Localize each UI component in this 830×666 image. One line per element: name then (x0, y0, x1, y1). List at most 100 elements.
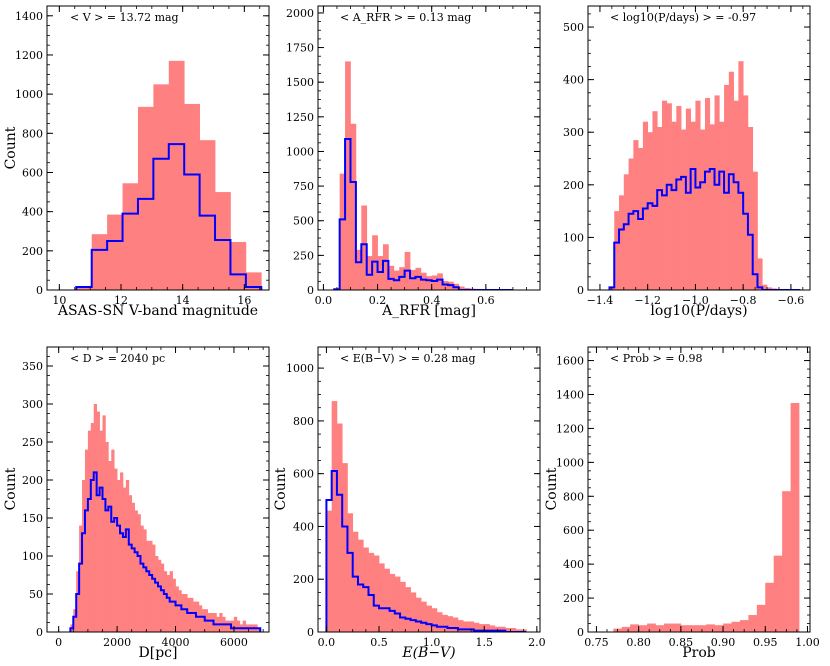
bar-arfr-all-8 (377, 256, 384, 290)
bar-dist-all-33 (166, 575, 171, 632)
bar-prob-all-3 (638, 625, 648, 632)
step-line-vmag-subset (75, 143, 263, 290)
bar-arfr-all-9 (382, 244, 389, 290)
bar-dist-all-6 (87, 430, 92, 632)
xtick-label-prob-1: 0.80 (626, 636, 651, 649)
annotation-vmag: < V > = 13.72 mag (70, 11, 179, 24)
bar-ebv-all-11 (384, 568, 390, 632)
bar-vmag-all-11 (245, 272, 262, 290)
bar-dist-all-26 (146, 540, 150, 632)
ytick-label-dist-2: 100 (22, 550, 43, 563)
bar-ebv-all-16 (410, 592, 417, 632)
bar-ebv-all-30 (484, 624, 490, 632)
bar-logp-all-13 (671, 121, 677, 290)
bar-ebv-all-13 (394, 576, 401, 632)
bar-prob-all-6 (663, 623, 673, 632)
xtick-label-dist-1: 2000 (103, 636, 131, 649)
panel-logp: < log10(P/days) > = -0.97 log10(P/days) … (563, 5, 811, 319)
bar-ebv-all-33 (500, 626, 506, 632)
bar-arfr-all-5 (361, 205, 368, 290)
ytick-label-vmag-2: 400 (22, 206, 43, 219)
bar-logp-all-30 (752, 171, 758, 290)
bar-prob-all-8 (680, 625, 690, 632)
bar-logp-all-16 (685, 108, 691, 290)
xtick-label-vmag-1: 12 (114, 294, 128, 307)
ytick-label-prob-8: 1600 (556, 355, 584, 368)
bar-ebv-all-9 (373, 555, 380, 632)
bar-arfr-all-23 (458, 286, 465, 290)
bar-logp-all-32 (762, 284, 768, 290)
ytick-label-dist-6: 300 (22, 398, 43, 411)
annotation-prob: < Prob > = 0.98 (610, 352, 702, 365)
ytick-label-dist-4: 200 (22, 474, 43, 487)
ytick-label-arfr-1: 250 (293, 249, 314, 262)
bar-arfr-all-19 (437, 273, 443, 290)
ytick-label-ebv-5: 1000 (286, 362, 314, 375)
bar-arfr-all-10 (388, 265, 395, 290)
ytick-label-ebv-3: 600 (293, 468, 314, 481)
bar-dist-all-40 (187, 597, 191, 632)
bar-dist-all-59 (242, 620, 246, 632)
bar-dist-all-7 (90, 423, 95, 632)
bar-ebv-all-5 (352, 531, 359, 632)
bar-logp-all-15 (681, 129, 687, 290)
annotation-dist: < D > = 2040 pc (70, 352, 165, 365)
bar-dist-all-55 (231, 620, 235, 632)
bar-dist-all-37 (178, 590, 182, 632)
bar-ebv-all-26 (463, 621, 469, 632)
xlabel-ebv: E(B−V) (401, 645, 455, 661)
ytick-label-prob-5: 1000 (556, 456, 584, 469)
xtick-label-arfr-1: 0.2 (369, 294, 387, 307)
bar-ebv-all-34 (505, 628, 511, 632)
bar-logp-all-9 (652, 111, 658, 290)
bar-dist-all-14 (111, 449, 115, 632)
step-line-ebv-subset (325, 470, 527, 632)
xtick-label-ebv-2: 1.0 (423, 636, 441, 649)
bar-prob-all-7 (672, 623, 682, 632)
bar-dist-all-54 (228, 620, 232, 632)
ytick-label-arfr-8: 2000 (286, 7, 314, 20)
bar-logp-all-5 (633, 140, 639, 290)
bar-prob-all-11 (706, 624, 715, 632)
bar-logp-all-10 (657, 126, 663, 290)
bar-dist-all-24 (140, 525, 144, 632)
bar-ebv-all-8 (368, 552, 375, 632)
panel-prob: < Prob > = 0.98 Prob Count 0.75 0.80 0.85 0… (544, 346, 820, 661)
bar-dist-all-28 (152, 544, 156, 632)
bar-vmag-all-6 (168, 60, 185, 290)
xtick-label-prob-0: 0.75 (584, 636, 609, 649)
bar-dist-all-22 (134, 510, 138, 632)
annotation-ebv: < E(B−V) > = 0.28 mag (340, 352, 476, 365)
bar-dist-all-9 (96, 411, 100, 632)
bar-ebv-all-18 (421, 601, 427, 632)
bar-logp-all-22 (714, 95, 720, 290)
bar-dist-all-21 (131, 502, 135, 632)
xlabel-dist: D[pc] (139, 645, 178, 661)
bar-vmag-all-2 (107, 214, 123, 290)
ylabel-prob: Count (544, 467, 560, 510)
panel-dist: < D > = 2040 pc D[pc] Count 0 2000 4000 600… (3, 346, 270, 661)
bar-ebv-all-28 (473, 622, 480, 632)
bar-prob-all-1 (621, 626, 631, 632)
frame-vmag (46, 5, 270, 291)
ytick-label-logp-2: 200 (563, 179, 584, 192)
ylabel-vmag: Count (3, 126, 19, 169)
bar-logp-all-20 (704, 98, 711, 290)
xtick-label-arfr-2: 0.4 (423, 294, 441, 307)
ytick-label-logp-1: 100 (563, 231, 584, 244)
bar-dist-all-23 (137, 514, 141, 632)
xtick-label-ebv-4: 2.0 (528, 636, 546, 649)
bar-logp-all-27 (738, 61, 744, 290)
annotation-logp: < log10(P/days) > = -0.97 (610, 11, 756, 24)
bar-ebv-all-35 (510, 628, 517, 632)
bar-logp-all-12 (666, 103, 672, 290)
bar-dist-all-3 (79, 525, 83, 632)
bar-logp-all-18 (695, 100, 701, 290)
bar-logp-all-4 (628, 158, 634, 290)
bar-dist-all-32 (163, 571, 168, 632)
bar-prob-all-17 (756, 604, 766, 632)
bar-dist-all-16 (117, 480, 121, 632)
bar-vmag-all-1 (91, 234, 108, 290)
bar-arfr-all-15 (415, 267, 422, 290)
plot-area-dist (69, 404, 262, 632)
